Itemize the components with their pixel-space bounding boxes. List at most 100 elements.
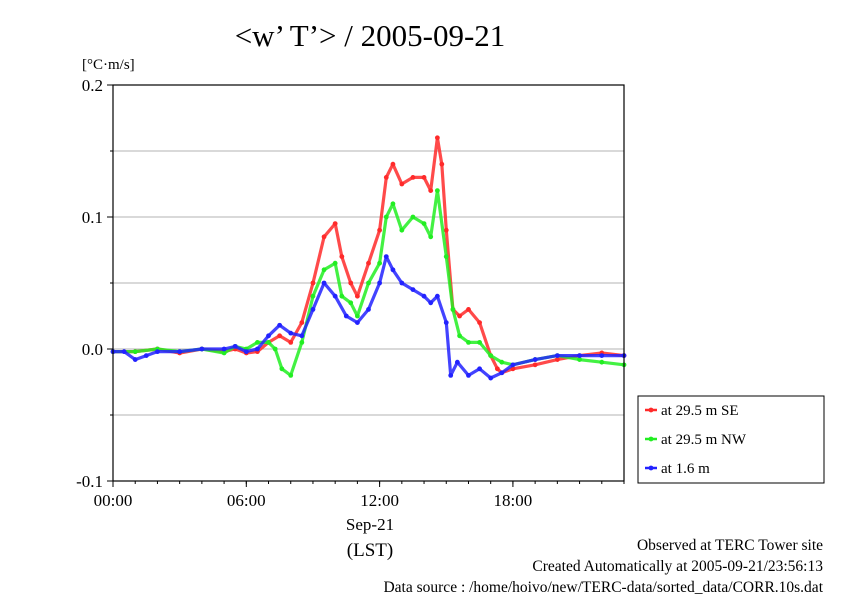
series-2-point (443, 254, 449, 259)
x-axis-title: (LST) (347, 540, 393, 561)
series-3-point (510, 362, 516, 368)
footer-source-note: Data source : /home/hoivo/new/TERC-data/… (383, 579, 823, 595)
series-2-point (332, 260, 338, 266)
series-2-point (366, 280, 371, 286)
series-2-point (477, 340, 482, 345)
footer-site-note: Observed at TERC Tower site (637, 537, 823, 554)
legend: at 29.5 m SE at 29.5 m NW at 1.6 m (637, 395, 825, 484)
series-2-point (255, 340, 260, 345)
y-tick-label: 0.0 (82, 340, 103, 359)
series-3-point (532, 357, 538, 362)
series-2-point (377, 260, 383, 266)
series-2-point (132, 349, 138, 355)
series-lines (110, 135, 627, 381)
series-3-point (448, 373, 454, 378)
series-1-point (310, 280, 316, 286)
footer-created-note: Created Automatically at 2005-09-21/23:5… (532, 558, 823, 575)
legend-marker (648, 465, 654, 471)
x-axis-date-label: Sep-21 (346, 515, 394, 534)
series-3-point (599, 353, 605, 358)
series-3-point (410, 287, 416, 292)
series-2-point (577, 357, 582, 362)
x-tick-label: 18:00 (494, 491, 533, 510)
y-axis-unit-label: [°C·m/s] (82, 57, 135, 73)
series-1-point (332, 221, 338, 227)
series-2-point (348, 300, 354, 306)
series-2-point (272, 346, 278, 352)
series-3-point (143, 353, 149, 358)
series-3-point (332, 293, 338, 299)
series-3-point (155, 349, 160, 355)
series-3-point (383, 254, 389, 259)
series-3-point (277, 322, 283, 328)
y-tick-label: 0.2 (82, 76, 103, 95)
series-3-point (299, 333, 305, 339)
series-2-point (457, 333, 462, 339)
series-3-point (177, 349, 183, 355)
series-2-point (321, 267, 327, 273)
series-1-point (390, 161, 396, 167)
series-3-point (121, 349, 127, 355)
series-1-point (434, 135, 440, 141)
series-2-point (383, 214, 389, 220)
series-3-point (310, 307, 316, 312)
series-1-point (554, 357, 560, 362)
series-3-point (243, 349, 249, 355)
series-3-point (499, 370, 505, 376)
series-3-point (390, 267, 396, 273)
series-1-point (321, 234, 327, 240)
series-1-point (410, 175, 416, 180)
legend-marker (648, 436, 654, 442)
series-2-point (310, 293, 316, 299)
series-1-point (339, 254, 345, 259)
series-3-point (366, 307, 371, 312)
series-2-point (339, 293, 345, 299)
series-1-point (366, 260, 371, 266)
series-2-point (466, 340, 471, 345)
series-1-point (299, 320, 305, 325)
x-tick-label: 06:00 (227, 491, 266, 510)
series-3-point (443, 320, 449, 325)
series-1-point (399, 181, 405, 187)
series-3-point (454, 359, 460, 365)
series-3-point (232, 343, 238, 349)
x-tick-label: 12:00 (360, 491, 399, 510)
series-2-point (599, 359, 605, 365)
series-2-point (428, 234, 434, 240)
series-2-point (299, 340, 305, 345)
series-1-point (377, 227, 383, 233)
series-2-point (410, 214, 416, 220)
series-2-point (390, 201, 396, 207)
chart-title: <w’ T’> / 2005-09-21 (235, 18, 506, 53)
series-1-point (383, 175, 389, 180)
series-2-point (288, 373, 294, 378)
series-3-point (199, 346, 205, 352)
series-3-point (221, 346, 227, 352)
series-1-point (288, 340, 294, 345)
series-2-point (499, 359, 505, 365)
series-line-3 (113, 255, 624, 380)
legend-label: at 29.5 m NW (661, 432, 747, 448)
series-1-point (457, 313, 462, 319)
series-2-point (266, 340, 271, 345)
series-3-point (421, 293, 427, 299)
x-tick-label: 00:00 (94, 491, 133, 510)
legend-label: at 29.5 m SE (661, 403, 739, 419)
series-3-point (266, 333, 271, 339)
legend-box (637, 395, 825, 484)
series-3-point (255, 346, 260, 352)
series-3-point (466, 373, 471, 378)
series-3-point (477, 366, 482, 372)
series-2-point (354, 313, 360, 319)
legend-label: at 1.6 m (661, 461, 710, 477)
series-1-point (477, 320, 482, 325)
series-3-point (321, 280, 327, 286)
series-1-point (348, 280, 354, 286)
series-1-point (443, 227, 449, 233)
series-3-point (354, 320, 360, 325)
y-axis-ticks: -0.1 0.0 0.1 0.2 (76, 76, 113, 491)
series-3-point (554, 353, 560, 358)
y-tick-label: 0.1 (82, 208, 103, 227)
y-tick-label: -0.1 (76, 472, 103, 491)
